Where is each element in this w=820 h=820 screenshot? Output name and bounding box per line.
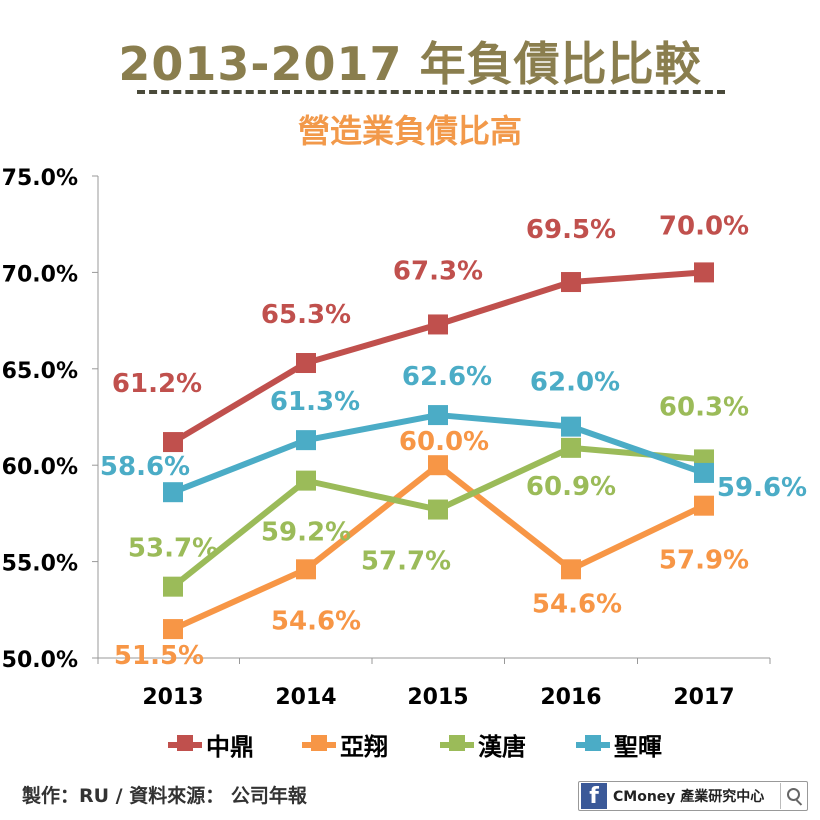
- source-credit: 製作：RU / 資料來源： 公司年報: [22, 785, 307, 807]
- data-point: [296, 430, 316, 451]
- data-point: [296, 470, 316, 491]
- data-point: [428, 455, 448, 476]
- data-label: 69.5%: [526, 215, 616, 245]
- badge-text: CMoney 產業研究中心: [613, 789, 765, 805]
- legend-swatch: [576, 734, 610, 751]
- chart-title: 2013-2017 年負債比比較: [118, 37, 702, 91]
- legend-swatch: [302, 734, 336, 751]
- data-label: 65.3%: [261, 300, 351, 330]
- title-divider: [137, 90, 725, 94]
- data-point: [428, 499, 448, 520]
- data-point: [163, 576, 183, 597]
- y-tick-label: 70.0%: [2, 262, 78, 287]
- data-point: [163, 619, 183, 640]
- data-label: 62.6%: [402, 362, 492, 392]
- x-tick-label: 2015: [407, 685, 468, 710]
- data-point: [694, 462, 714, 483]
- search-icon[interactable]: [780, 783, 807, 809]
- legend-label: 漢唐: [478, 733, 526, 761]
- data-label: 53.7%: [128, 534, 218, 564]
- data-label: 54.6%: [271, 606, 361, 636]
- legend-swatch: [440, 734, 474, 751]
- data-label: 60.9%: [526, 472, 616, 502]
- legend-label: 聖暉: [614, 733, 662, 761]
- legend-label: 中鼎: [206, 733, 254, 761]
- x-tick-label: 2014: [275, 685, 336, 710]
- legend-item-yaxiang: 亞翔: [302, 727, 388, 762]
- data-label: 70.0%: [659, 211, 749, 241]
- facebook-icon: f: [581, 783, 607, 809]
- data-point: [561, 272, 581, 293]
- data-point: [163, 432, 183, 453]
- line-chart: 50.0% 55.0% 60.0% 65.0% 70.0% 75.0% 2013 2014 20…: [2, 166, 807, 710]
- data-label: 61.3%: [270, 387, 360, 417]
- data-point: [561, 559, 581, 580]
- data-label: 57.9%: [659, 546, 749, 576]
- y-tick-label: 60.0%: [2, 455, 78, 480]
- legend-label: 亞翔: [340, 733, 388, 761]
- data-label: 58.6%: [100, 452, 190, 482]
- data-point: [694, 262, 714, 283]
- x-tick-label: 2016: [540, 685, 601, 710]
- y-tick-label: 75.0%: [2, 166, 78, 191]
- data-point: [428, 405, 448, 426]
- data-label: 60.0%: [399, 427, 489, 457]
- chart-subtitle: 營造業負債比高: [297, 112, 522, 150]
- data-point: [561, 416, 581, 437]
- x-tick-label: 2017: [673, 685, 734, 710]
- data-point: [296, 559, 316, 580]
- y-tick-label: 55.0%: [2, 552, 78, 577]
- data-label: 59.6%: [717, 473, 807, 503]
- data-point: [296, 353, 316, 374]
- data-point: [561, 437, 581, 458]
- legend-swatch: [168, 734, 202, 751]
- y-tick-label: 65.0%: [2, 359, 78, 384]
- data-label: 67.3%: [393, 256, 483, 286]
- data-point: [428, 314, 448, 335]
- data-label: 57.7%: [361, 547, 451, 577]
- cmoney-badge[interactable]: f CMoney 產業研究中心: [578, 781, 808, 811]
- x-tick-label: 2013: [142, 685, 203, 710]
- chart-legend: 中鼎 亞翔 漢唐 聖暉: [0, 727, 820, 763]
- data-point: [694, 495, 714, 516]
- legend-item-hantang: 漢唐: [440, 727, 526, 762]
- data-label: 60.3%: [659, 392, 749, 422]
- legend-item-shenghui: 聖暉: [576, 727, 662, 762]
- y-tick-label: 50.0%: [2, 648, 78, 673]
- data-label: 59.2%: [261, 518, 351, 548]
- data-label: 54.6%: [532, 589, 622, 619]
- data-label: 62.0%: [530, 368, 620, 398]
- data-label: 51.5%: [114, 641, 204, 671]
- data-point: [163, 482, 183, 503]
- legend-item-zhongding: 中鼎: [168, 727, 254, 762]
- data-label: 61.2%: [112, 369, 202, 399]
